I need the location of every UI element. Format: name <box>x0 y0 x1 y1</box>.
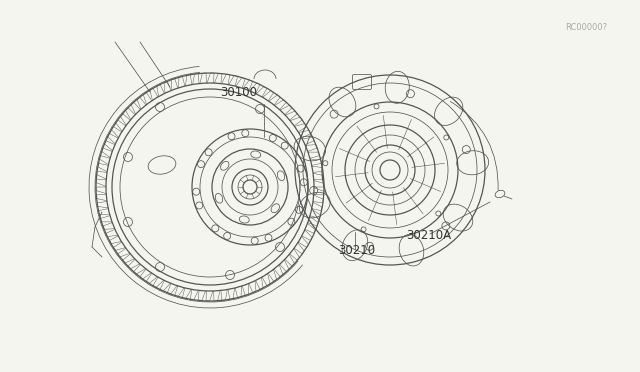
Text: RC00000?: RC00000? <box>565 23 607 32</box>
Text: 30210A: 30210A <box>406 229 451 242</box>
Text: 30210: 30210 <box>338 244 375 257</box>
Text: 30100: 30100 <box>220 86 257 99</box>
